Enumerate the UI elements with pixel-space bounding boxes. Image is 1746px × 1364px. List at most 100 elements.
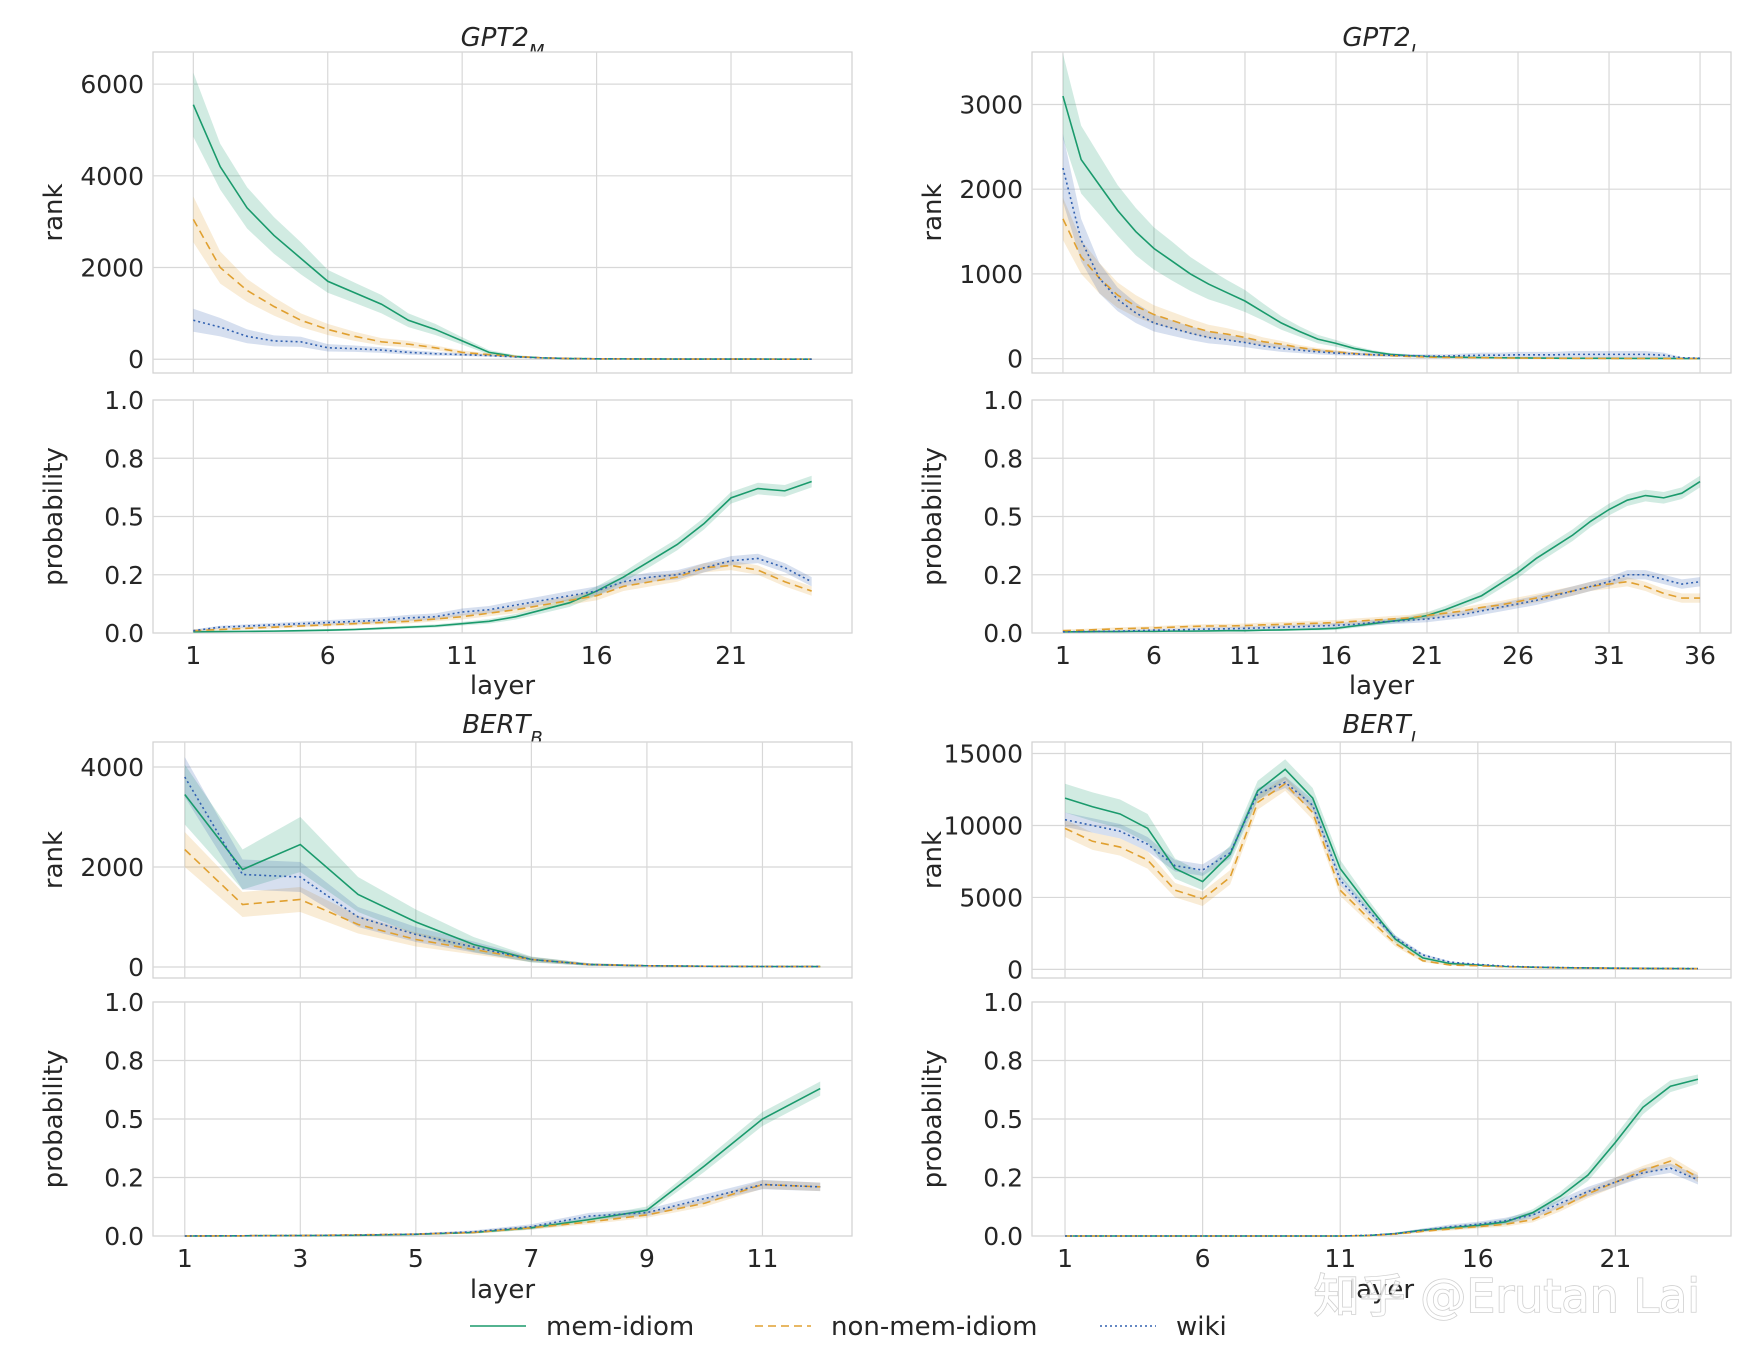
bertl-rank-y-tick-label: 10000 <box>943 811 1023 840</box>
gpt2l-prob-non-mem-idiom-confidence-band <box>1062 577 1701 632</box>
bertl-prob-y-tick-label: 0.2 <box>983 1164 1023 1193</box>
bertl-prob-non-mem-idiom-confidence-band <box>1065 1156 1698 1236</box>
gpt2l-rank-mem-idiom-line <box>1062 95 1701 360</box>
gpt2l-prob-x-tick-label: 21 <box>1411 641 1443 670</box>
x-axis-label-bertl: layer <box>1349 1275 1415 1305</box>
x-axis-label-gpt2m: layer <box>470 671 536 701</box>
gpt2l-rank-y-tick-label: 0 <box>1007 345 1023 374</box>
gpt2l-prob-y-tick-label: 0.0 <box>983 619 1023 648</box>
gpt2m-prob-y-tick-label: 0.8 <box>104 444 144 473</box>
panel-title-gpt2l: GPT2L <box>1342 23 1420 62</box>
bertl-prob-wiki-confidence-band <box>1065 1163 1698 1236</box>
bertb-prob-wiki-line <box>184 1183 821 1237</box>
gpt2l-prob-x-tick-label: 36 <box>1684 641 1716 670</box>
bertb-prob-y-tick-label: 0.8 <box>104 1047 144 1076</box>
gpt2l-prob-wiki-line <box>1062 573 1701 633</box>
gpt2m-rank-y-tick-label: 2000 <box>80 254 144 283</box>
legend: mem-idiom non-mem-idiom wiki <box>470 1312 1227 1342</box>
bertl-prob-y-axis-label: probability <box>918 1050 948 1189</box>
gpt2m-prob-y-tick-label: 0.0 <box>104 619 144 648</box>
gpt2l-prob-y-tick-label: 0.8 <box>983 444 1023 473</box>
gpt2m-rank-non-mem-idiom-line <box>192 218 812 360</box>
gpt2l-prob-non-mem-idiom-line <box>1062 580 1701 632</box>
gpt2m-rank-plot-area <box>152 51 853 374</box>
gpt2l-prob-x-tick-label: 1 <box>1055 641 1071 670</box>
bertl-prob-y-tick-label: 1.0 <box>983 988 1023 1017</box>
gpt2l-prob-y-tick-label: 0.2 <box>983 561 1023 590</box>
bertb-prob-x-tick-label: 3 <box>292 1244 308 1273</box>
probability-subplot-bertb: 1 3 5 7 9 11 0.0 0.2 0.5 0.8 1.0 probability <box>39 988 853 1273</box>
bertb-prob-x-tick-label: 7 <box>523 1244 539 1273</box>
panel-title-bertl: BERTL <box>1342 710 1420 749</box>
legend-label-mem_idiom: mem-idiom <box>546 1312 694 1342</box>
bertl-rank-wiki-confidence-band <box>1065 776 1698 969</box>
bertl-prob-y-tick-label: 0.5 <box>983 1105 1023 1134</box>
gpt2m-prob-x-tick-label: 1 <box>185 641 201 670</box>
title-model: BERT <box>1342 710 1412 740</box>
gpt2m-prob-x-tick-label: 6 <box>320 641 336 670</box>
gpt2l-rank-y-axis-label: rank <box>918 183 948 241</box>
gpt2m-prob-x-tick-label: 21 <box>715 641 747 670</box>
gpt2m-prob-x-tick-label: 11 <box>446 641 478 670</box>
gpt2l-prob-x-tick-label: 16 <box>1320 641 1352 670</box>
bertl-prob-x-tick-label: 16 <box>1462 1244 1494 1273</box>
title-model: GPT2 <box>461 23 529 53</box>
gpt2m-prob-y-tick-label: 0.5 <box>104 503 144 532</box>
title-model: GPT2 <box>1342 23 1410 53</box>
bertl-prob-y-tick-label: 0.8 <box>983 1047 1023 1076</box>
rank-subplot-bertl: 0 5000 10000 15000 rank <box>918 740 1732 984</box>
gpt2m-prob-x-tick-label: 16 <box>581 641 613 670</box>
title-subscript: L <box>1411 728 1421 749</box>
bertb-rank-non-mem-idiom-confidence-band <box>184 832 821 967</box>
bertb-rank-y-tick-label: 2000 <box>80 853 144 882</box>
bertl-prob-x-tick-label: 21 <box>1600 1244 1632 1273</box>
bertb-rank-non-mem-idiom-line <box>184 848 821 968</box>
bertl-rank-y-tick-label: 15000 <box>943 740 1023 769</box>
gpt2l-prob-y-tick-label: 1.0 <box>983 386 1023 415</box>
bertl-prob-wiki-line <box>1065 1167 1699 1237</box>
title-subscript: L <box>1411 41 1421 62</box>
gpt2l-prob-x-tick-label: 31 <box>1593 641 1625 670</box>
gpt2m-rank-y-tick-label: 6000 <box>80 70 144 99</box>
bertb-rank-y-tick-label: 0 <box>128 953 144 982</box>
gpt2m-prob-y-axis-label: probability <box>39 447 69 586</box>
bertl-prob-x-tick-label: 1 <box>1057 1244 1073 1273</box>
gpt2l-rank-wiki-line <box>1062 167 1701 359</box>
bertb-prob-x-tick-label: 5 <box>408 1244 424 1273</box>
gpt2m-prob-y-tick-label: 1.0 <box>104 386 144 415</box>
bertb-prob-x-tick-label: 11 <box>747 1244 779 1273</box>
gpt2m-rank-y-tick-label: 0 <box>128 345 144 374</box>
gpt2l-prob-mem-idiom-line <box>1062 480 1701 633</box>
bertb-prob-y-tick-label: 0.5 <box>104 1105 144 1134</box>
watermark-text: 知乎 @Erutan Lai <box>1314 1269 1700 1323</box>
gpt2l-prob-x-tick-label: 11 <box>1229 641 1261 670</box>
gpt2l-rank-mem-idiom-confidence-band <box>1062 53 1701 359</box>
bertb-rank-y-axis-label: rank <box>39 831 69 889</box>
bertb-rank-y-tick-label: 4000 <box>80 753 144 782</box>
gpt2l-rank-non-mem-idiom-line <box>1062 218 1701 360</box>
gpt2l-rank-y-tick-label: 3000 <box>959 91 1023 120</box>
legend-label-non_mem_idiom: non-mem-idiom <box>831 1312 1037 1342</box>
bertl-prob-x-tick-label: 11 <box>1324 1244 1356 1273</box>
gpt2m-prob-mem-idiom-line <box>193 480 812 633</box>
bertb-prob-x-tick-label: 1 <box>177 1244 193 1273</box>
bertl-rank-plot-area <box>1031 741 1732 979</box>
bertb-rank-wiki-line <box>184 776 821 968</box>
rank-subplot-gpt2m: 0 2000 4000 6000 rank <box>39 51 853 374</box>
bertb-prob-mem-idiom-confidence-band <box>184 1081 821 1236</box>
bertl-prob-y-tick-label: 0.0 <box>983 1222 1023 1251</box>
bertb-rank-plot-area <box>152 741 853 979</box>
gpt2l-prob-x-tick-label: 6 <box>1146 641 1162 670</box>
bertb-rank-wiki-confidence-band <box>184 757 821 967</box>
panel-title-bertb: BERTB <box>462 710 543 749</box>
bertb-rank-mem-idiom-confidence-band <box>184 764 821 967</box>
rank-subplot-gpt2l: 0 1000 2000 3000 rank <box>918 51 1732 374</box>
rank-subplot-bertb: 0 2000 4000 rank <box>39 741 853 982</box>
